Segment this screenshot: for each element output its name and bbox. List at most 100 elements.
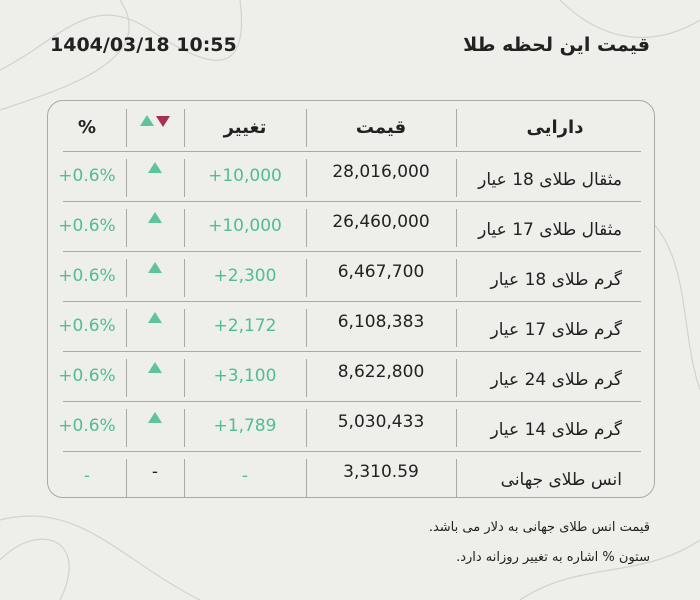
price: 6,108,383 — [337, 312, 425, 332]
footnote: ستون % اشاره به تغییر روزانه دارد. — [456, 550, 650, 565]
icon-shape — [559, 0, 700, 39]
column-divider — [184, 309, 185, 347]
price: 5,030,433 — [337, 412, 425, 432]
change: +10,000 — [208, 166, 282, 186]
change: +3,100 — [213, 366, 277, 386]
column-divider — [184, 459, 185, 497]
column-divider — [184, 109, 185, 147]
asset-name: انس طلای جهانی — [500, 470, 622, 490]
trend-up-icon — [126, 345, 184, 395]
icon-shape — [148, 412, 162, 423]
percent: +0.6% — [58, 416, 116, 436]
trend-up-icon — [126, 145, 184, 195]
change: +2,172 — [213, 316, 277, 336]
change: +2,300 — [213, 266, 277, 286]
icon-shape — [649, 219, 700, 391]
column-header: تغییر — [223, 117, 267, 138]
trend-up-icon — [126, 395, 184, 445]
column-divider — [184, 209, 185, 247]
icon-shape — [148, 262, 162, 273]
trend-up-icon — [126, 195, 184, 245]
icon-shape — [0, 538, 70, 600]
icon-shape — [0, 0, 130, 111]
column-divider — [126, 359, 127, 397]
datetime: 1404/03/18 10:55 — [50, 34, 237, 56]
icon-shape — [148, 212, 162, 223]
column-divider — [184, 359, 185, 397]
icon-shape — [140, 115, 154, 126]
icon-shape — [148, 212, 162, 223]
price: 26,460,000 — [332, 212, 430, 232]
column-divider — [306, 259, 307, 297]
column-header: قیمت — [355, 117, 407, 138]
column-divider — [306, 109, 307, 147]
icon-shape — [148, 362, 162, 373]
icon-shape — [156, 116, 170, 127]
column-divider — [126, 109, 127, 147]
price: 8,622,800 — [337, 362, 425, 382]
price: 6,467,700 — [337, 262, 425, 282]
change: +10,000 — [208, 216, 282, 236]
icon-shape — [148, 162, 162, 173]
row-divider — [63, 401, 641, 402]
change: +1,789 — [213, 416, 277, 436]
row-divider — [63, 251, 641, 252]
column-divider — [184, 259, 185, 297]
title: قیمت این لحظه طلا — [463, 34, 650, 56]
icon-shape — [148, 412, 162, 423]
percent: +0.6% — [58, 316, 116, 336]
price-table: دارایی قیمت تغییر% مثقال طلای 18 عیار 28,016… — [47, 100, 655, 498]
icon-shape — [140, 115, 154, 126]
icon-shape — [0, 0, 242, 71]
column-header: دارایی — [526, 117, 584, 138]
icon-shape — [148, 262, 162, 273]
icon-shape — [148, 362, 162, 373]
row-divider — [63, 451, 641, 452]
column-divider — [126, 209, 127, 247]
column-divider — [126, 459, 127, 497]
row-divider — [63, 301, 641, 302]
price: 28,016,000 — [332, 162, 430, 182]
trend-up-icon — [126, 245, 184, 295]
icon-shape — [148, 312, 162, 323]
asset-name: مثقال طلای 17 عیار — [478, 220, 622, 240]
change: - — [241, 466, 249, 486]
trend: - — [151, 462, 159, 482]
percent: +0.6% — [58, 216, 116, 236]
column-divider — [456, 359, 457, 397]
column-divider — [184, 409, 185, 447]
asset-name: مثقال طلای 18 عیار — [478, 170, 622, 190]
column-divider — [126, 159, 127, 197]
column-divider — [126, 409, 127, 447]
asset-name: گرم طلای 14 عیار — [490, 420, 622, 440]
price: 3,310.59 — [343, 462, 419, 482]
column-divider — [456, 109, 457, 147]
icon-shape — [148, 162, 162, 173]
column-divider — [306, 209, 307, 247]
column-divider — [456, 259, 457, 297]
icon-shape — [156, 116, 170, 127]
column-divider — [456, 209, 457, 247]
percent: +0.6% — [58, 266, 116, 286]
percent: - — [83, 466, 91, 486]
column-divider — [306, 359, 307, 397]
column-divider — [126, 259, 127, 297]
column-divider — [306, 159, 307, 197]
column-divider — [184, 159, 185, 197]
trend-header-icon — [126, 98, 184, 148]
trend-up-icon — [126, 295, 184, 345]
column-header: % — [77, 117, 97, 138]
icon-shape — [519, 539, 700, 600]
column-divider — [456, 409, 457, 447]
icon-shape — [0, 515, 201, 600]
footnote: قیمت انس طلای جهانی به دلار می باشد. — [428, 520, 650, 535]
row-divider — [63, 151, 641, 152]
column-divider — [456, 459, 457, 497]
asset-name: گرم طلای 17 عیار — [490, 320, 622, 340]
column-divider — [306, 459, 307, 497]
row-divider — [63, 201, 641, 202]
percent: +0.6% — [58, 366, 116, 386]
column-divider — [456, 159, 457, 197]
asset-name: گرم طلای 18 عیار — [490, 270, 622, 290]
